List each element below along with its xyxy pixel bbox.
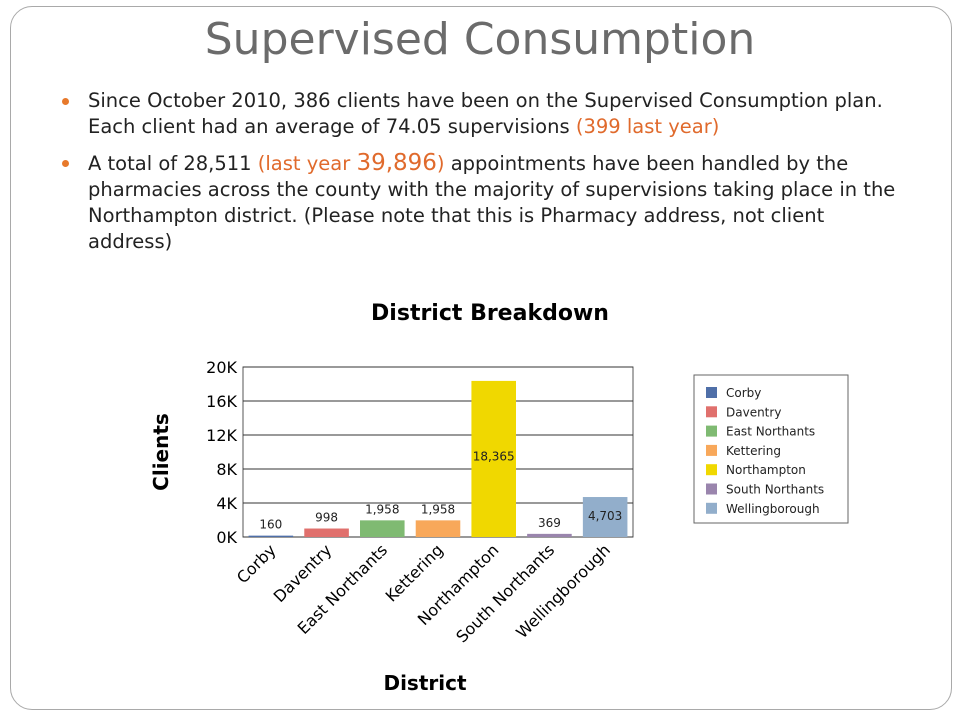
legend-label: South Northants <box>726 483 824 497</box>
bullet-item: Since October 2010, 386 clients have bee… <box>62 88 902 140</box>
legend-label: East Northants <box>726 425 815 439</box>
y-tick-label: 12K <box>206 426 237 445</box>
slide-title: Supervised Consumption <box>204 14 756 65</box>
legend-swatch <box>706 406 717 418</box>
y-tick-label: 20K <box>206 358 237 377</box>
x-axis-label: District <box>383 671 466 695</box>
bullet-accent: (last year <box>257 152 357 175</box>
bullet-accent-number: 39,896 <box>356 150 437 176</box>
bullet-text: A total of 28,511 <box>88 152 258 175</box>
bullet-list: Since October 2010, 386 clients have bee… <box>62 88 902 265</box>
x-tick-label: South Northants <box>452 540 558 646</box>
data-label: 1,958 <box>421 502 455 516</box>
y-tick-label: 0K <box>216 528 237 547</box>
legend-label: Northampton <box>726 463 806 477</box>
legend-label: Daventry <box>726 405 781 419</box>
legend-swatch <box>706 502 717 514</box>
y-tick-label: 16K <box>206 392 237 411</box>
bar-south-northants <box>527 533 572 537</box>
data-label: 369 <box>538 516 561 530</box>
y-tick-label: 8K <box>216 460 237 479</box>
legend-swatch <box>706 425 717 437</box>
legend-swatch <box>706 387 717 398</box>
legend-label: Wellingborough <box>726 502 820 516</box>
x-tick-label: Corby <box>233 540 280 587</box>
bar-kettering <box>415 520 461 537</box>
bullet-dot-icon <box>62 160 69 167</box>
data-label: 998 <box>315 511 338 525</box>
legend-swatch <box>706 444 717 456</box>
bullet-accent: ) <box>436 152 445 175</box>
bar-northampton <box>471 380 516 537</box>
bar-east-northants <box>360 520 405 537</box>
legend-label: Kettering <box>726 444 781 458</box>
legend-label: Corby <box>726 386 761 400</box>
bar-daventry <box>304 528 349 537</box>
bar-corby <box>248 535 294 537</box>
data-label: 4,703 <box>588 509 622 523</box>
legend-box <box>693 374 849 524</box>
bullet-text: Since October 2010, 386 clients have bee… <box>88 89 883 138</box>
plot-area <box>242 366 634 538</box>
legend-swatch <box>706 464 717 476</box>
y-axis-label: Clients <box>149 413 173 491</box>
bullet-dot-icon <box>62 98 69 105</box>
data-label: 160 <box>259 518 282 532</box>
x-tick-label: Wellingborough <box>512 540 614 642</box>
legend-swatch <box>706 483 717 495</box>
data-label: 18,365 <box>473 450 515 464</box>
bar-wellingborough <box>582 497 628 537</box>
y-tick-label: 4K <box>216 494 237 513</box>
slide-frame <box>10 6 952 710</box>
bullet-text: appointments have been handled by the ph… <box>88 152 896 253</box>
data-label: 1,958 <box>365 502 399 516</box>
bullet-item: A total of 28,511 (last year 39,896) app… <box>62 150 902 255</box>
chart-title: District Breakdown <box>371 301 609 326</box>
bullet-accent: (399 last year) <box>575 115 720 138</box>
